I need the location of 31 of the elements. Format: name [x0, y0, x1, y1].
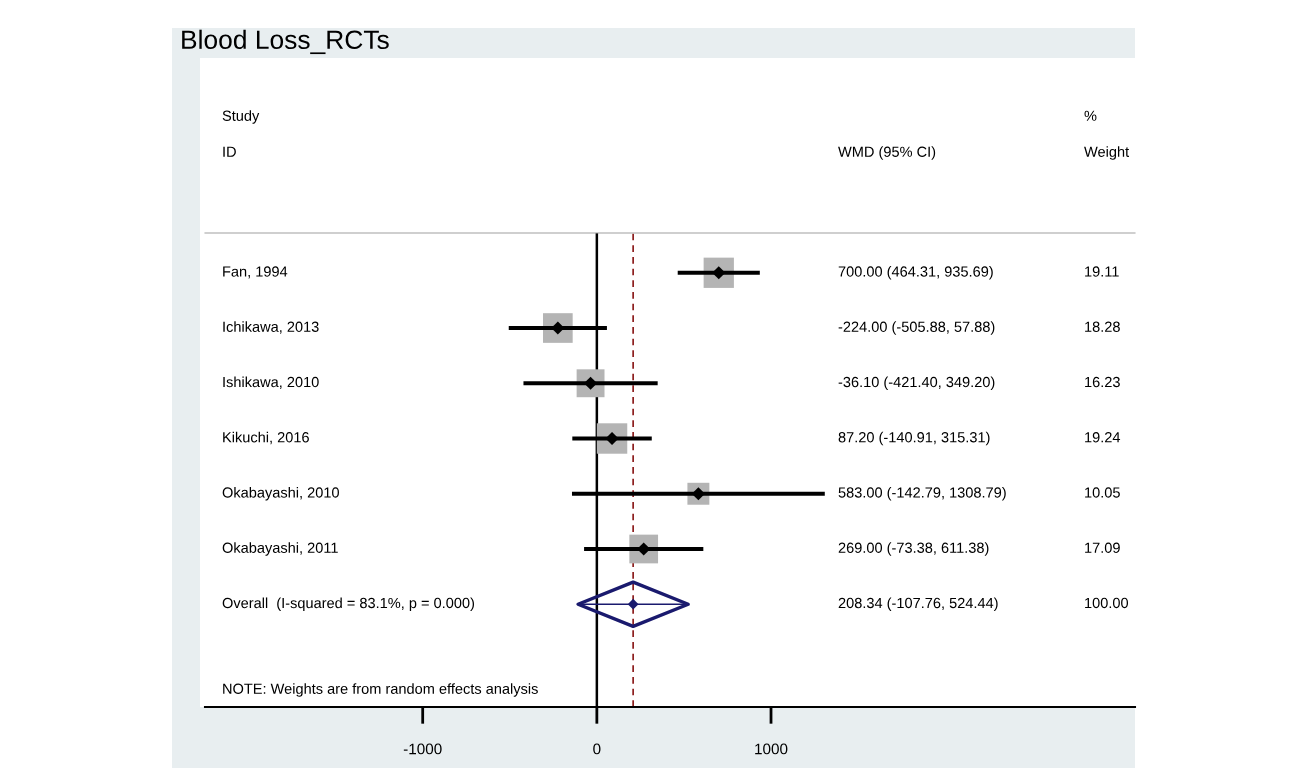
- x-tick-label: 1000: [755, 743, 788, 755]
- y-tick-label: Overall (I-squared = 83.1%, p = 0.000): [222, 597, 475, 612]
- chart-title: Blood Loss_RCTs: [182, 29, 389, 55]
- annotation: 87.20 (-140.91, 315.31): [838, 431, 990, 446]
- text: WMD (95% CI): [838, 146, 936, 160]
- annotation: 16.23: [1085, 376, 1120, 388]
- y-tick-label: Okabayashi, 2011: [222, 542, 338, 556]
- annotation: 269.00 (-73.38, 611.38): [838, 542, 989, 556]
- y-tick-label: Ishikawa, 2010: [223, 376, 319, 389]
- y-tick-label: Kikuchi, 2016: [223, 431, 309, 445]
- annotation: 19.24: [1085, 432, 1121, 443]
- text: ID: [223, 146, 236, 157]
- annotation: 700.00 (464.31, 935.69): [838, 265, 993, 280]
- x-tick-label: -1000: [403, 743, 442, 755]
- annotation: -36.10 (-421.40, 349.20): [838, 376, 995, 391]
- text: Weight: [1084, 146, 1130, 160]
- annotation: 10.05: [1085, 487, 1120, 498]
- annotation: NOTE: Weights are from random effects analysis: [223, 683, 538, 697]
- annotation: 208.34 (-107.76, 524.44): [838, 597, 998, 612]
- text: Study: [222, 110, 260, 124]
- x-tick-label: 0: [593, 743, 601, 755]
- annotation: -224.00 (-505.88, 57.88): [838, 321, 995, 335]
- annotation: 17.09: [1085, 542, 1120, 553]
- annotation: 19.11: [1085, 266, 1119, 277]
- y-tick-label: Ichikawa, 2013: [223, 321, 319, 334]
- annotation: 100.00: [1085, 597, 1129, 609]
- text: %: [1084, 110, 1097, 121]
- y-tick-label: Fan, 1994: [223, 266, 288, 279]
- annotation: 583.00 (-142.79, 1308.79): [838, 486, 1006, 501]
- annotation: 18.28: [1085, 321, 1120, 332]
- y-tick-label: Okabayashi, 2010: [222, 486, 339, 501]
